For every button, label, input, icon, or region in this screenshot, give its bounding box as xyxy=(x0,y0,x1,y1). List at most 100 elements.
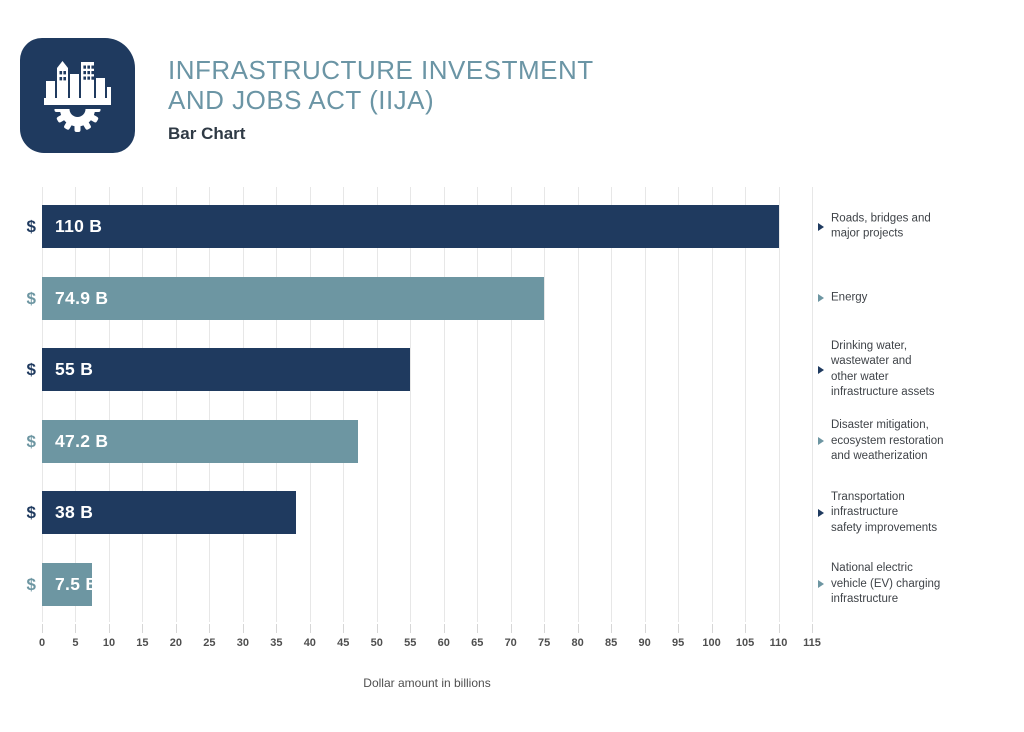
bar-value: 38 B xyxy=(55,502,94,522)
x-tick-label: 65 xyxy=(471,637,484,649)
x-tick-mark xyxy=(577,624,579,633)
grid-line xyxy=(812,187,813,622)
x-tick-label: 95 xyxy=(671,637,685,649)
grid-line xyxy=(209,187,211,622)
x-tick-label: 75 xyxy=(538,637,551,649)
x-tick-mark xyxy=(611,624,613,633)
x-tick-mark xyxy=(745,624,747,633)
x-tick-label: 5 xyxy=(72,637,79,649)
x-tick-mark xyxy=(443,624,445,633)
grid-line xyxy=(443,187,445,622)
x-tick-label: 10 xyxy=(102,637,116,649)
grid-line xyxy=(42,187,43,622)
grid-line xyxy=(108,187,110,622)
category-arrow-icon xyxy=(818,437,824,445)
bar: 74.9 B xyxy=(42,276,544,320)
grid-line xyxy=(376,187,378,622)
header: INFRASTRUCTURE INVESTMENT AND JOBS ACT (… xyxy=(168,55,594,144)
x-tick-label: 20 xyxy=(169,637,183,649)
x-tick-label: 115 xyxy=(803,637,821,649)
grid-line xyxy=(410,187,412,622)
x-tick-mark xyxy=(209,624,211,633)
x-tick-label: 15 xyxy=(136,637,149,649)
dollar-sign: $ xyxy=(26,503,36,522)
bar-value: 7.5 B xyxy=(55,573,99,594)
category-label: Energy xyxy=(831,291,868,304)
category-label: Roads, bridges and major projects xyxy=(831,212,931,240)
dollar-sign: $ xyxy=(26,431,36,451)
x-tick-mark xyxy=(376,624,378,633)
x-tick-label: 110 xyxy=(769,637,788,649)
grid-line xyxy=(711,187,713,622)
x-tick-mark xyxy=(678,624,680,633)
category-arrow-icon xyxy=(818,508,824,517)
grid-line xyxy=(477,187,479,622)
bar-value: 55 B xyxy=(55,359,94,379)
x-tick-mark xyxy=(644,624,646,633)
x-tick-mark xyxy=(812,624,813,633)
grid-line xyxy=(343,187,345,622)
x-tick-label: 85 xyxy=(605,637,618,649)
x-tick-mark xyxy=(309,624,311,633)
x-tick-mark xyxy=(108,624,110,633)
grid-line xyxy=(745,187,747,622)
dollar-sign: $ xyxy=(26,288,36,308)
x-tick-mark xyxy=(410,624,412,633)
grid-line xyxy=(644,187,646,622)
x-tick-label: 30 xyxy=(236,637,249,649)
x-tick-label: 25 xyxy=(203,637,216,649)
x-tick-mark xyxy=(242,624,244,633)
bar: 110 B xyxy=(42,205,779,248)
bar-value: 47.2 B xyxy=(55,430,109,451)
x-axis-title: Dollar amount in billions xyxy=(363,676,491,690)
bar: 55 B xyxy=(42,348,411,391)
x-tick-label: 50 xyxy=(370,637,383,649)
grid-line xyxy=(510,187,512,622)
category-arrow-icon xyxy=(818,294,824,302)
dollar-sign: $ xyxy=(26,574,36,594)
x-tick-mark xyxy=(778,624,780,633)
x-tick-label: 35 xyxy=(270,637,283,649)
grid-line xyxy=(242,187,244,622)
x-tick-mark xyxy=(175,624,177,633)
grid-line xyxy=(577,187,579,622)
x-tick-label: 90 xyxy=(638,637,651,649)
x-tick-mark xyxy=(276,624,278,633)
x-tick-label: 40 xyxy=(303,637,316,649)
x-tick-mark xyxy=(544,624,546,633)
x-tick-label: 45 xyxy=(337,637,350,649)
x-tick-mark xyxy=(142,624,144,633)
x-tick-mark xyxy=(75,624,77,633)
x-tick-mark xyxy=(711,624,713,633)
x-tick-label: 100 xyxy=(702,637,721,649)
city-gear-icon xyxy=(44,61,111,132)
category-arrow-icon xyxy=(818,580,824,588)
x-tick-label: 55 xyxy=(404,637,417,649)
company-logo xyxy=(20,38,135,153)
category-arrow-icon xyxy=(818,222,824,231)
grid-line xyxy=(276,187,278,622)
x-tick-label: 60 xyxy=(437,637,450,649)
bar: 38 B xyxy=(42,491,297,534)
grid-line xyxy=(309,187,311,622)
x-tick-label: 80 xyxy=(571,637,584,649)
grid-line xyxy=(75,187,77,622)
grid-line xyxy=(778,187,780,622)
category-arrow-icon xyxy=(818,365,824,374)
bar-value: 110 B xyxy=(55,216,103,236)
x-tick-mark xyxy=(343,624,345,633)
bar-value: 74.9 B xyxy=(55,287,109,308)
category-label: National electric vehicle (EV) charging … xyxy=(831,561,941,605)
x-tick-label: 0 xyxy=(38,637,46,649)
category-label: Disaster mitigation, ecosystem restorati… xyxy=(831,418,944,462)
bar: 7.5 B xyxy=(42,562,98,606)
x-tick-mark xyxy=(42,624,43,633)
x-tick-mark xyxy=(510,624,512,633)
x-tick-label: 70 xyxy=(504,637,517,649)
category-label: Transportation infrastructure safety imp… xyxy=(831,490,938,534)
x-tick-label: 105 xyxy=(735,637,755,649)
grid-line xyxy=(611,187,613,622)
grid-line xyxy=(678,187,680,622)
